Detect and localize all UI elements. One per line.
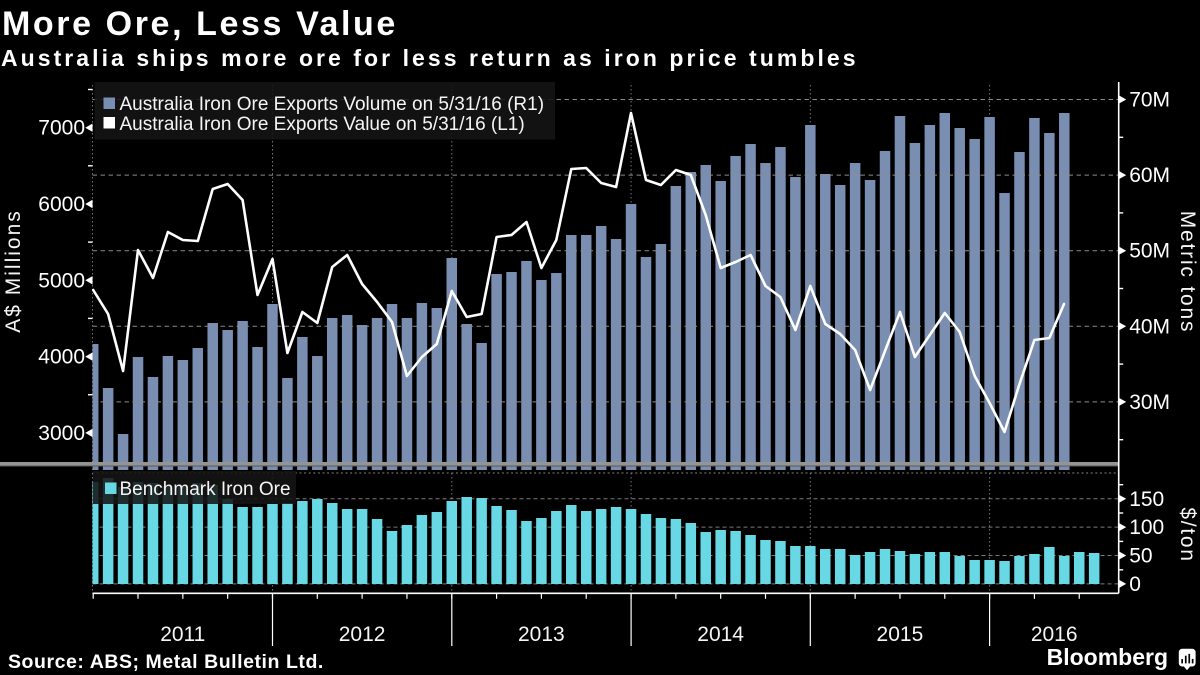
svg-text:Benchmark Iron Ore: Benchmark Iron Ore bbox=[120, 479, 291, 500]
svg-text:50M: 50M bbox=[1129, 240, 1170, 263]
svg-text:$/ton: $/ton bbox=[1176, 507, 1199, 562]
svg-text:0: 0 bbox=[1129, 573, 1141, 596]
svg-text:150: 150 bbox=[1129, 488, 1164, 511]
svg-text:Bloomberg: Bloomberg bbox=[1047, 644, 1168, 670]
svg-text:Australia Iron Ore Exports Vol: Australia Iron Ore Exports Volume on 5/3… bbox=[120, 94, 545, 115]
svg-text:Australia Iron Ore Exports Val: Australia Iron Ore Exports Value on 5/31… bbox=[120, 114, 525, 135]
svg-text:50: 50 bbox=[1129, 545, 1152, 568]
svg-text:4000: 4000 bbox=[38, 346, 85, 369]
svg-text:2012: 2012 bbox=[339, 623, 386, 646]
svg-text:5000: 5000 bbox=[38, 269, 85, 292]
svg-text:30M: 30M bbox=[1129, 391, 1170, 414]
svg-text:70M: 70M bbox=[1129, 89, 1170, 112]
svg-text:2015: 2015 bbox=[877, 623, 924, 646]
svg-text:60M: 60M bbox=[1129, 164, 1170, 187]
svg-text:Metric tons: Metric tons bbox=[1176, 211, 1199, 334]
svg-text:2016: 2016 bbox=[1031, 623, 1078, 646]
svg-text:More Ore, Less Value: More Ore, Less Value bbox=[2, 5, 398, 43]
svg-text:A$ Millions: A$ Millions bbox=[2, 209, 25, 333]
svg-text:6000: 6000 bbox=[38, 193, 85, 216]
svg-text:2011: 2011 bbox=[160, 623, 205, 646]
svg-text:40M: 40M bbox=[1129, 315, 1170, 338]
svg-text:100: 100 bbox=[1129, 516, 1164, 539]
svg-text:2014: 2014 bbox=[697, 623, 744, 646]
svg-text:Australia ships more ore for l: Australia ships more ore for less return… bbox=[1, 45, 859, 71]
svg-text:Source: ABS; Metal Bulletin Lt: Source: ABS; Metal Bulletin Ltd. bbox=[8, 651, 324, 673]
svg-text:7000: 7000 bbox=[38, 117, 85, 140]
svg-text:2013: 2013 bbox=[518, 623, 565, 646]
svg-text:3000: 3000 bbox=[38, 422, 85, 445]
